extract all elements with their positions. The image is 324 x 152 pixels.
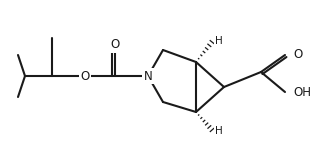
Text: H: H: [215, 126, 223, 136]
Text: O: O: [80, 69, 90, 83]
Text: N: N: [144, 69, 152, 83]
Text: H: H: [215, 36, 223, 46]
Text: O: O: [110, 38, 120, 52]
Text: O: O: [293, 48, 302, 62]
Text: OH: OH: [293, 85, 311, 98]
